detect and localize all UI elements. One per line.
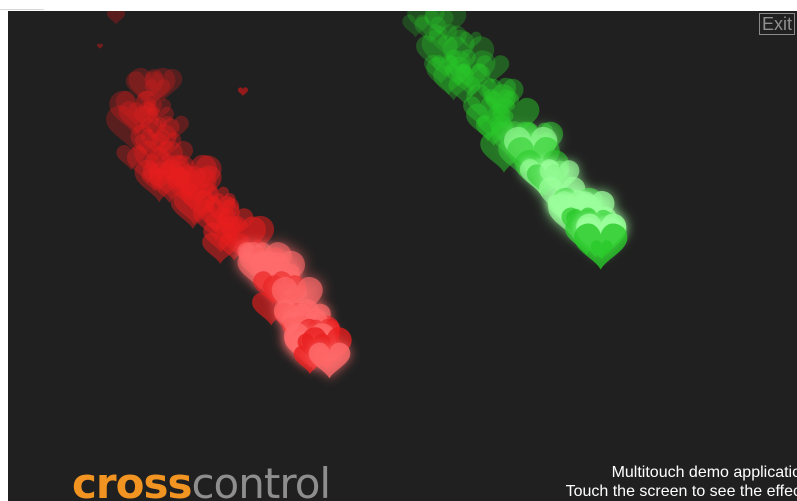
logo-part-control: control <box>191 459 331 501</box>
heart-particle <box>166 166 206 201</box>
heart-particle <box>152 132 182 158</box>
heart-particle <box>424 11 467 41</box>
heart-particle <box>429 25 467 59</box>
heart-particle <box>125 71 164 105</box>
heart-particle <box>238 87 248 96</box>
heart-particle <box>142 162 177 192</box>
heart-particle <box>141 169 168 192</box>
heart-particle <box>130 124 177 165</box>
heart-particle <box>432 54 458 78</box>
heart-particle <box>167 167 217 211</box>
heart-particle <box>140 128 170 154</box>
heart-particle <box>218 233 250 261</box>
heart-particle <box>144 69 183 102</box>
heart-particle <box>539 160 580 195</box>
heart-particle <box>140 117 167 140</box>
heart-particle <box>118 101 158 136</box>
heart-particle <box>145 153 176 180</box>
crosscontrol-logo: crosscontrol <box>72 463 331 501</box>
heart-particle <box>402 14 429 38</box>
heart-particle <box>485 90 519 120</box>
multitouch-demo-window[interactable]: Exit crosscontrol Multitouch demo applic… <box>8 11 797 501</box>
heart-particle <box>271 277 323 321</box>
heart-particle <box>148 161 193 200</box>
heart-particle <box>109 90 162 137</box>
heart-particle <box>134 140 183 183</box>
heart-particle <box>475 115 512 147</box>
heart-particle <box>463 96 499 127</box>
heart-particle <box>481 78 524 115</box>
heart-particle <box>421 29 475 76</box>
heart-particle <box>574 223 628 270</box>
heart-particle <box>466 84 516 127</box>
heart-particle <box>477 115 503 138</box>
heart-particle <box>174 165 222 207</box>
heart-particle <box>460 31 482 51</box>
heart-particle <box>477 77 517 111</box>
heart-particle <box>443 36 495 81</box>
heart-particle <box>446 50 496 93</box>
heart-particle <box>455 63 488 91</box>
heart-particle <box>106 105 160 152</box>
instructions-caption: Multitouch demo applicatio Touch the scr… <box>566 463 797 501</box>
heart-particle <box>433 65 474 101</box>
heart-particle <box>466 103 511 142</box>
heart-particle <box>128 67 176 109</box>
heart-particle <box>115 90 157 126</box>
caption-line-hint: Touch the screen to see the effec <box>565 483 797 500</box>
logo-part-cross: cross <box>72 459 192 501</box>
heart-particle <box>134 159 184 203</box>
heart-particle <box>179 182 219 217</box>
heart-particle <box>426 56 471 96</box>
heart-particle <box>97 43 103 49</box>
heart-particle <box>448 76 481 105</box>
heart-particle <box>490 120 515 142</box>
heart-particle <box>445 49 476 76</box>
heart-particle <box>451 64 491 98</box>
heart-particle <box>414 16 446 44</box>
heart-particle <box>424 54 458 84</box>
heart-particle <box>483 89 514 115</box>
heart-particle <box>106 11 126 25</box>
top-divider <box>0 9 44 10</box>
heart-particle <box>163 154 217 202</box>
touch-canvas[interactable] <box>8 11 797 501</box>
heart-particle <box>416 35 458 72</box>
heart-particle <box>126 146 170 184</box>
heart-particle <box>424 11 454 36</box>
heart-particle <box>492 97 540 139</box>
heart-particle <box>445 64 472 87</box>
heart-particle <box>476 55 510 84</box>
heart-particle <box>308 342 351 379</box>
heart-particle <box>144 79 171 102</box>
heart-particle <box>134 134 159 155</box>
heart-particle <box>146 106 174 131</box>
red-heart-trail <box>97 11 352 379</box>
heart-particle <box>491 110 514 129</box>
heart-particle <box>116 144 146 171</box>
heart-particle <box>149 167 190 203</box>
heart-particle <box>146 118 180 147</box>
heart-particle <box>159 115 189 141</box>
exit-button[interactable]: Exit <box>758 13 795 35</box>
heart-particle <box>206 186 230 206</box>
heart-particle <box>407 11 445 36</box>
heart-particle <box>143 98 172 123</box>
heart-particle <box>157 140 193 172</box>
caption-line-title: Multitouch demo applicatio <box>611 464 797 481</box>
heart-particle <box>129 102 156 126</box>
heart-particle <box>169 155 222 201</box>
heart-particle <box>428 24 458 49</box>
green-heart-trail <box>402 11 628 270</box>
